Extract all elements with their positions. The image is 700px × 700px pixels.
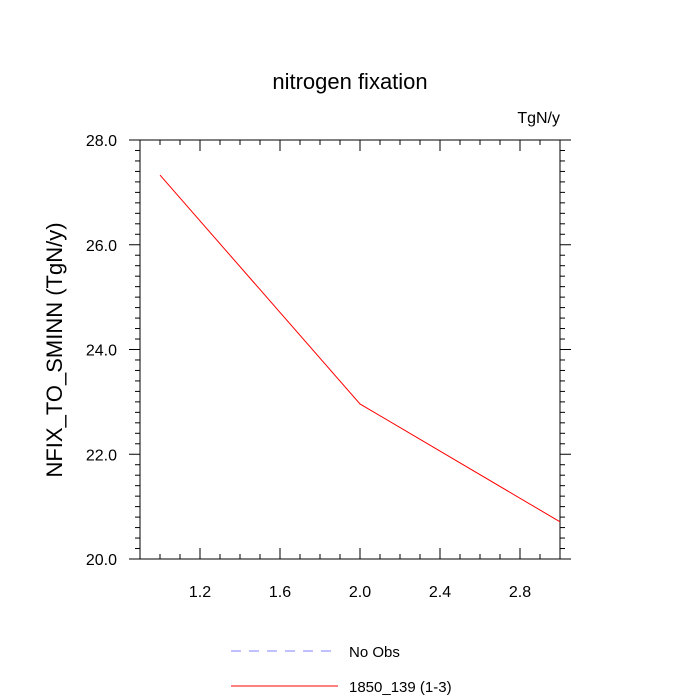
legend-label: No Obs: [349, 644, 400, 661]
x-tick-label: 2.4: [429, 584, 451, 601]
plot-frame: [139, 139, 561, 560]
x-tick-label: 1.2: [189, 584, 211, 601]
x-tick-label: 2.8: [509, 584, 531, 601]
y-tick-label: 24.0: [86, 343, 117, 360]
y-axis-label: NFIX_TO_SMINN (TgN/y): [42, 222, 67, 477]
axes-group: 1.2 1.6 2.0 2.4 2.8 20.0 22.0 24.0 26.0 28.0: [86, 133, 571, 601]
y-tick-label: 22.0: [86, 447, 117, 464]
x-tick-label: 2.0: [349, 584, 371, 601]
legend-label: 1850_139 (1-3): [349, 679, 452, 696]
x-tick-label: 1.6: [269, 584, 291, 601]
y-tick-label: 20.0: [86, 552, 117, 569]
series-group: [159, 174, 561, 523]
legend: No Obs 1850_139 (1-3): [231, 644, 452, 696]
y-tick-label: 26.0: [86, 238, 117, 255]
y-tick-label: 28.0: [86, 133, 117, 150]
units-label: TgN/y: [517, 110, 560, 127]
chart-title: nitrogen fixation: [272, 69, 427, 94]
series-line: [159, 174, 561, 523]
